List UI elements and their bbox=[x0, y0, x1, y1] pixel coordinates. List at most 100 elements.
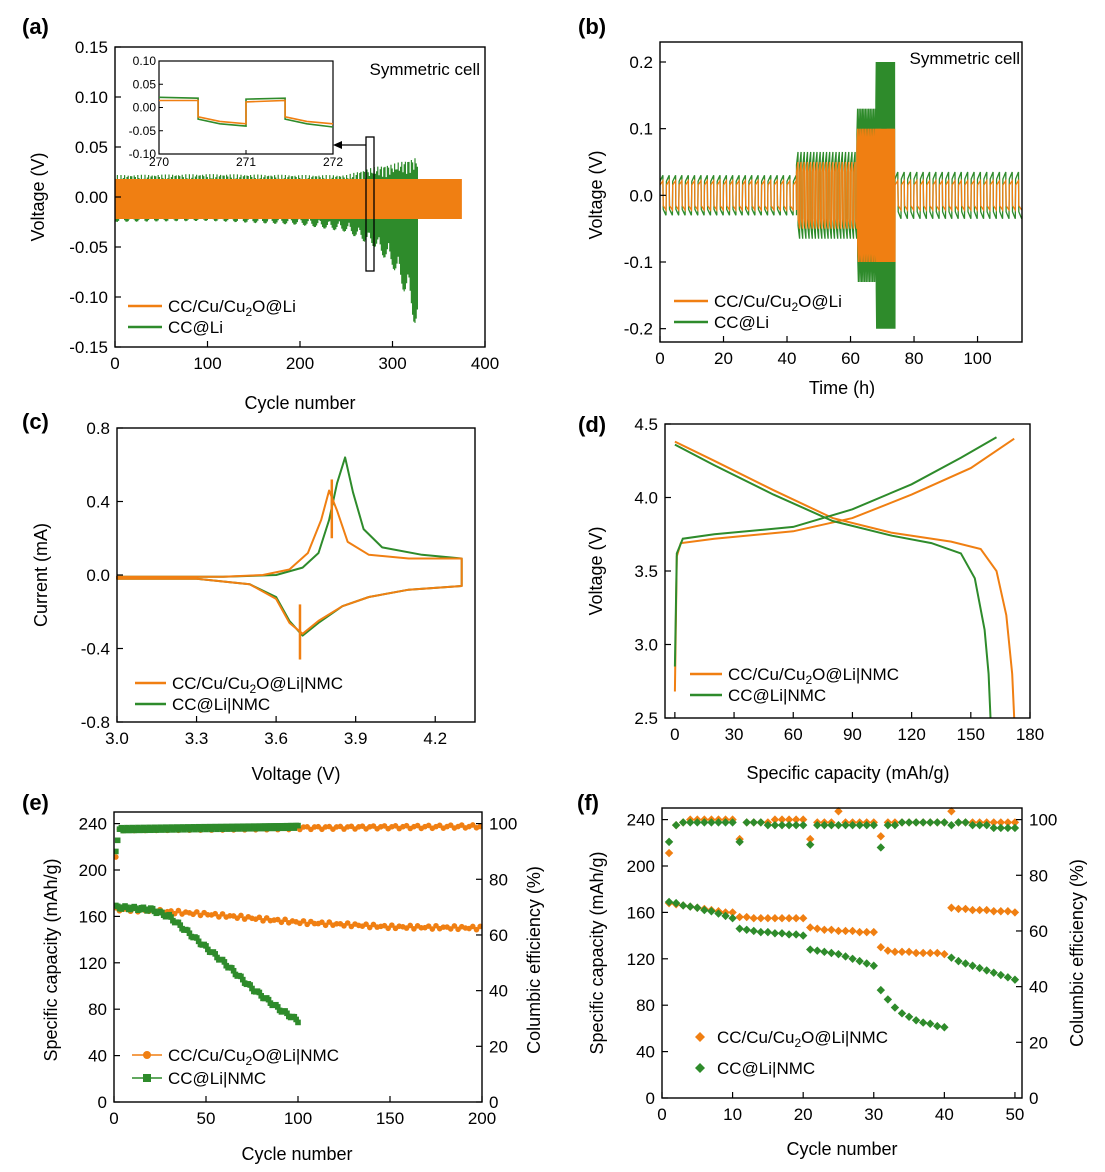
panel-f-ytick-label: 240 bbox=[627, 811, 655, 830]
panel-a-ytick-label: 0.00 bbox=[75, 188, 108, 207]
panel-f-ce-point-cccu2o bbox=[876, 832, 886, 841]
panel-e-ytick-right-label: 60 bbox=[489, 926, 508, 945]
panel-f-ce-point-ccli bbox=[728, 818, 737, 827]
panel-a-inset-ytick-label: -0.10 bbox=[129, 147, 157, 161]
panel-f-capacity-point-ccli bbox=[791, 930, 801, 939]
panel-f-ce-point-ccli bbox=[961, 818, 970, 827]
panel-f-capacity-point-cccu2o bbox=[777, 914, 787, 923]
panel-b-xtick-label: 40 bbox=[778, 349, 797, 368]
panel-e-point-ccli bbox=[140, 824, 147, 831]
panel-a-series-cccu2o bbox=[115, 179, 462, 219]
panel-f-capacity-point-ccli bbox=[918, 1018, 928, 1027]
panel-e-xtick-label: 100 bbox=[284, 1109, 312, 1128]
panel-c-series-ccli bbox=[116, 456, 463, 637]
panel-f-ce-point-ccli bbox=[940, 818, 949, 827]
panel-f-capacity-point-ccli bbox=[883, 995, 893, 1004]
panel-e-xtick-label: 200 bbox=[468, 1109, 496, 1128]
panel-a-legend-label-orange: CC/Cu/Cu2O@Li bbox=[168, 297, 296, 319]
panel-e-point-cccu2o bbox=[385, 925, 391, 932]
panel-f-capacity-point-cccu2o bbox=[996, 907, 1006, 916]
panel-f-capacity-point-ccli bbox=[982, 966, 991, 975]
panel-f-capacity-point-ccli bbox=[756, 927, 766, 937]
panel-label-d: (d) bbox=[578, 412, 606, 437]
panel-b-legend-label-green: CC@Li bbox=[714, 313, 769, 332]
panel-d-ylabel: Voltage (V) bbox=[586, 526, 606, 615]
panel-e-point-cccu2o bbox=[194, 909, 200, 915]
panel-d-ytick-label: 2.5 bbox=[634, 709, 658, 728]
panel-e-point-ccli bbox=[146, 824, 152, 831]
panel-e-point-ccli bbox=[168, 914, 174, 920]
panel-d-ytick-label: 4.0 bbox=[634, 489, 658, 508]
panel-f-ce-point-ccli bbox=[834, 820, 843, 830]
panel-a: (a) 0 100 200 300 400 -0.15 -0.10 -0.05 0.00 0.05… bbox=[22, 14, 499, 413]
panel-e-xtick-label: 0 bbox=[109, 1109, 118, 1128]
panel-e-point-ccli bbox=[295, 822, 301, 829]
panel-f-capacity-point-cccu2o bbox=[834, 926, 843, 936]
panel-f-capacity-point-cccu2o bbox=[897, 947, 907, 957]
panel-f-ce-point-ccli bbox=[806, 840, 815, 849]
panel-e-xlabel: Cycle number bbox=[241, 1144, 352, 1164]
panel-b: (b) 0 20 40 60 80 100 -0.2 -0.1 0.0 0.1 0.2 Time (… bbox=[578, 14, 1023, 398]
panel-c-ylabel: Current (mA) bbox=[31, 523, 51, 627]
panel-f-capacity-point-cccu2o bbox=[876, 943, 886, 952]
panel-a-zoom-box bbox=[365, 136, 375, 272]
panel-f-ce-point-ccli bbox=[700, 818, 709, 827]
panel-e-point-cccu2o bbox=[477, 923, 482, 930]
panel-d-data bbox=[673, 436, 1016, 718]
panel-f-xtick-label: 10 bbox=[723, 1105, 742, 1124]
panel-b-xtick-label: 0 bbox=[655, 349, 664, 368]
panel-f-capacity-point-cccu2o bbox=[890, 947, 900, 957]
panel-f-capacity-point-ccli bbox=[968, 961, 977, 970]
panel-f-xtick-label: 20 bbox=[794, 1105, 813, 1124]
panel-e-point-cccu2o bbox=[326, 919, 333, 925]
panel-f-ce-point-ccli bbox=[926, 818, 935, 827]
panel-d-charge-ccli bbox=[673, 436, 998, 667]
panel-label-b: (b) bbox=[578, 14, 606, 39]
panel-c-legend: CC/Cu/Cu2O@Li|NMC CC@Li|NMC bbox=[135, 674, 343, 714]
panel-a-inset: 270 271 272 -0.10 -0.05 0.00 0.05 0.10 bbox=[129, 54, 344, 169]
panel-f-ce-point-ccli bbox=[749, 818, 758, 827]
panel-e-point-ccli bbox=[114, 848, 119, 855]
panel-f-ce-point-ccli bbox=[848, 820, 857, 830]
panel-f-ce-point-cccu2o bbox=[806, 834, 815, 844]
panel-f-capacity-point-ccli bbox=[940, 1023, 949, 1032]
panel-c-ytick-label: 0.4 bbox=[86, 493, 110, 512]
panel-f-capacity-point-ccli bbox=[926, 1019, 935, 1028]
panel-b-xtick-label: 20 bbox=[714, 349, 733, 368]
panel-e-point-ccli bbox=[168, 824, 174, 830]
panel-a-xtick-label: 400 bbox=[471, 354, 499, 373]
panel-e-point-ccli bbox=[230, 967, 237, 974]
panel-f-capacity-point-ccli bbox=[827, 948, 836, 958]
panel-e-point-ccli bbox=[157, 824, 163, 831]
panel-e-point-cccu2o bbox=[238, 912, 244, 919]
panel-e-ticks: 0 50 100 150 2000408012016020024002040608010… bbox=[79, 815, 518, 1128]
panel-f-capacity-point-cccu2o bbox=[989, 907, 998, 916]
panel-label-a: (a) bbox=[22, 14, 49, 39]
panel-f-capacity-point-cccu2o bbox=[813, 924, 822, 933]
panel-f-ce-point-cccu2o bbox=[664, 848, 674, 858]
panel-b-xtick-label: 80 bbox=[905, 349, 924, 368]
panel-b-series-cccu2o bbox=[660, 128, 1022, 263]
panel-f-legend: CC/Cu/Cu2O@Li|NMC CC@Li|NMC bbox=[695, 1028, 888, 1078]
panel-f-ytick-right-label: 20 bbox=[1029, 1033, 1048, 1052]
panel-f-capacity-point-cccu2o bbox=[791, 914, 801, 923]
panel-a-inset-xtick-label: 270 bbox=[149, 155, 169, 169]
panel-f-capacity-point-ccli bbox=[933, 1021, 942, 1031]
panel-e-point-ccli bbox=[114, 837, 121, 844]
panel-e-point-ccli bbox=[184, 927, 191, 933]
panel-e-ytick-label: 40 bbox=[88, 1047, 107, 1066]
panel-f-ytick-right-label: 60 bbox=[1029, 922, 1048, 941]
panel-e-point-ccli bbox=[247, 982, 253, 988]
panel-f-ce-point-ccli bbox=[933, 818, 942, 827]
panel-f-ytick-label: 160 bbox=[627, 903, 655, 922]
panel-f-capacity-point-cccu2o bbox=[735, 912, 744, 922]
panel-c-legend-label-orange: CC/Cu/Cu2O@Li|NMC bbox=[172, 674, 343, 696]
panel-f-ce-point-ccli bbox=[756, 818, 766, 827]
panel-f-capacity-point-ccli bbox=[961, 959, 970, 968]
panel-f-ce-point-ccli bbox=[841, 820, 850, 830]
panel-e-point-ccli bbox=[177, 922, 184, 928]
panel-e-point-ccli bbox=[151, 824, 158, 831]
panel-a-ytick-label: -0.15 bbox=[69, 338, 108, 357]
panel-e-ylabel-right: Columbic efficiency (%) bbox=[524, 866, 544, 1054]
panel-f-capacity-point-cccu2o bbox=[1010, 908, 1020, 917]
